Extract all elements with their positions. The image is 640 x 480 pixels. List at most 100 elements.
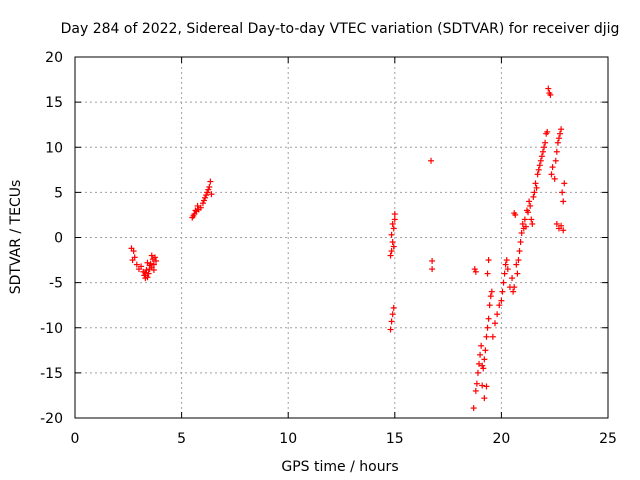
data-point — [141, 272, 148, 279]
data-point — [537, 157, 544, 164]
data-point — [557, 130, 564, 137]
data-point — [489, 333, 496, 340]
data-point — [530, 193, 537, 200]
data-point — [529, 220, 536, 227]
data-point — [138, 263, 145, 270]
data-point — [208, 191, 215, 198]
data-point — [527, 202, 534, 209]
data-point — [486, 302, 493, 309]
data-point — [487, 293, 494, 300]
data-point — [483, 383, 490, 390]
data-point — [479, 382, 486, 389]
data-point — [538, 153, 545, 160]
data-point — [192, 207, 199, 214]
data-point — [204, 189, 211, 196]
x-tick-label: 5 — [177, 431, 186, 447]
data-point — [478, 342, 485, 349]
data-point — [484, 270, 491, 277]
y-axis-label: SDTVAR / TECUs — [8, 180, 24, 295]
data-point — [526, 198, 533, 205]
data-point — [514, 270, 521, 277]
x-tick-label: 0 — [71, 431, 80, 447]
data-point — [531, 189, 538, 196]
data-point — [533, 184, 540, 191]
data-point — [389, 311, 396, 318]
data-points — [128, 85, 568, 412]
data-point — [390, 225, 397, 232]
data-point — [484, 324, 491, 331]
data-point — [502, 261, 509, 268]
data-point — [485, 257, 492, 264]
data-point — [477, 351, 484, 358]
data-point — [470, 405, 477, 412]
data-point — [194, 202, 201, 209]
data-point — [498, 297, 505, 304]
y-tick-label: 10 — [45, 140, 63, 156]
data-point — [511, 284, 518, 291]
data-point — [150, 261, 157, 268]
data-point — [534, 171, 541, 178]
data-point — [511, 210, 518, 217]
data-point — [558, 222, 565, 229]
data-point — [528, 216, 535, 223]
data-point — [203, 192, 210, 199]
data-point — [513, 261, 520, 268]
data-point — [481, 395, 488, 402]
data-point — [553, 148, 560, 155]
data-point — [496, 302, 503, 309]
data-point — [390, 304, 397, 311]
y-tick-label: 0 — [54, 231, 63, 247]
data-point — [391, 211, 398, 218]
y-tick-label: 20 — [45, 50, 63, 66]
data-point — [146, 262, 153, 269]
x-tick-label: 20 — [492, 431, 510, 447]
data-point — [542, 139, 549, 146]
grid-layer — [75, 57, 608, 418]
data-point — [151, 254, 158, 261]
data-point — [388, 231, 395, 238]
data-point — [482, 347, 489, 354]
data-point — [500, 279, 507, 286]
y-tick-label: -5 — [49, 276, 63, 292]
data-point — [148, 252, 155, 259]
data-point — [536, 162, 543, 169]
data-point — [551, 175, 558, 182]
data-point — [544, 128, 551, 135]
data-point — [559, 189, 566, 196]
data-point — [133, 261, 140, 268]
data-point — [207, 178, 214, 185]
data-point — [143, 266, 150, 273]
data-point — [387, 326, 394, 333]
data-point — [561, 180, 568, 187]
data-point — [518, 229, 525, 236]
data-point — [145, 270, 152, 277]
data-point — [144, 274, 151, 281]
data-point — [480, 365, 487, 372]
x-tick-label: 10 — [279, 431, 297, 447]
data-point — [202, 194, 209, 201]
data-point — [387, 252, 394, 259]
data-point — [479, 362, 486, 369]
data-point — [476, 360, 483, 367]
data-point — [558, 126, 565, 133]
x-tick-label: 25 — [599, 431, 617, 447]
data-point — [471, 266, 478, 273]
data-point — [391, 216, 398, 223]
data-point — [131, 254, 138, 261]
data-point — [472, 387, 479, 394]
data-point — [429, 257, 436, 264]
data-point — [503, 257, 510, 264]
data-point — [517, 239, 524, 246]
data-point — [548, 171, 555, 178]
y-tick-label: -15 — [40, 366, 63, 382]
data-point — [519, 220, 526, 227]
data-point — [483, 333, 490, 340]
data-point — [485, 315, 492, 322]
data-point — [153, 257, 160, 264]
data-point — [142, 269, 149, 276]
data-point — [539, 148, 546, 155]
y-tick-label: 15 — [45, 95, 63, 111]
data-point — [199, 200, 206, 207]
data-point — [494, 311, 501, 318]
